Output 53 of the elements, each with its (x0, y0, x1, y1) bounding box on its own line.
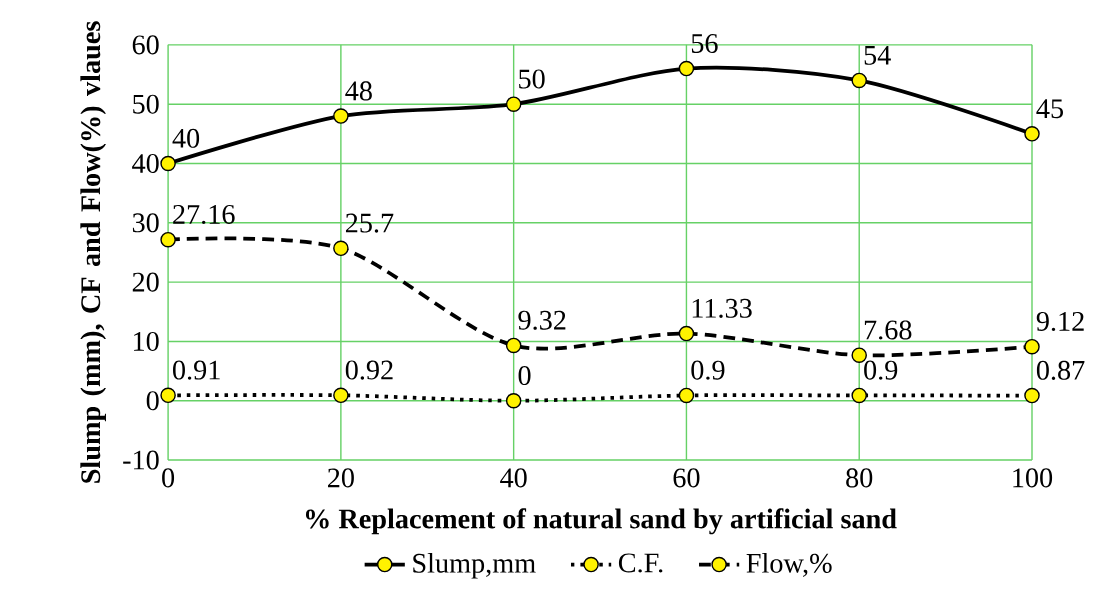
x-tick-label: 80 (846, 468, 873, 488)
y-tick-label: -10 (123, 450, 159, 470)
data-label: 0 (518, 366, 531, 386)
y-tick-label: 30 (132, 213, 159, 233)
data-label: 56 (691, 33, 718, 53)
x-tick-label: 0 (162, 468, 175, 488)
point (160, 155, 176, 172)
y-tick-label: 40 (132, 153, 159, 174)
y-axis-title: Slump (mm), CF and Flow(%) vlaues (80, 21, 106, 483)
point (851, 72, 867, 89)
legend-label: C.F. (618, 553, 663, 573)
y-tick-label: 0 (146, 391, 159, 411)
x-tick-label: 40 (500, 468, 527, 488)
point (160, 387, 176, 404)
data-label: 40 (172, 128, 200, 148)
x-axis-title: % Replacement of natural sand by artificial sand (305, 508, 897, 535)
data-label: 9.32 (518, 310, 566, 330)
y-tick-label: 10 (134, 331, 159, 351)
point (1024, 126, 1040, 142)
data-label: 11.33 (692, 298, 752, 318)
point (678, 325, 695, 342)
point (678, 387, 695, 404)
data-label: 0.91 (173, 360, 220, 380)
data-label: 54 (864, 45, 891, 65)
data-label: 45 (1036, 99, 1063, 119)
data-label: 50 (519, 69, 545, 89)
point (678, 60, 695, 77)
x-tick-label: 60 (673, 468, 700, 488)
data-label: 27.16 (173, 204, 235, 225)
data-label: 0.87 (1036, 360, 1085, 380)
y-tick-label: 20 (132, 272, 159, 292)
x-tick-label: 20 (328, 468, 354, 488)
data-label: 0.9 (691, 360, 725, 380)
data-label: 7.68 (864, 320, 912, 340)
x-tick-label: 100 (1013, 468, 1053, 488)
y-tick-label: 60 (132, 35, 159, 55)
point (160, 231, 176, 248)
point (1024, 387, 1040, 404)
point (505, 392, 522, 409)
data-label: 0.9 (864, 360, 898, 380)
point (505, 337, 522, 354)
point (1024, 338, 1040, 355)
data-label: 9.12 (1036, 311, 1084, 332)
legend-label: Flow,% (746, 552, 832, 577)
point (333, 240, 349, 257)
point (851, 387, 867, 404)
legend-label: Slump,mm (413, 552, 536, 579)
data-label: 48 (345, 81, 372, 101)
y-tick-label: 50 (133, 94, 159, 114)
data-label: 0.92 (345, 360, 393, 380)
point (505, 96, 522, 112)
point (333, 108, 349, 124)
point (333, 387, 349, 404)
